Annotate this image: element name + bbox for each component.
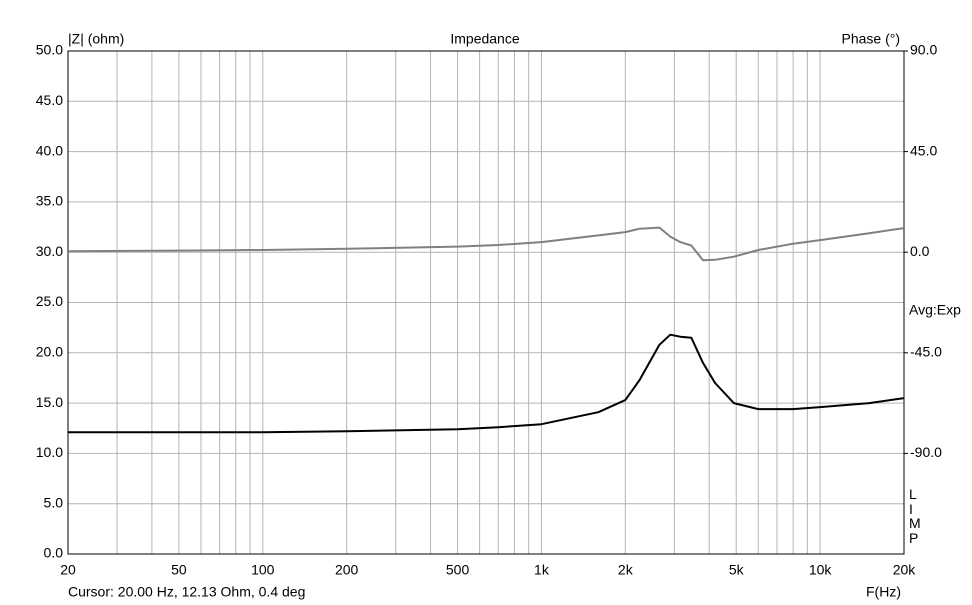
- y2-tick-label: 45.0: [910, 142, 937, 158]
- series-line: [68, 333, 905, 434]
- x-tick-label: 5k: [729, 562, 745, 578]
- y-tick-label: 50.0: [36, 42, 63, 58]
- x-tick-label: 500: [446, 562, 470, 578]
- y-tick-label: 0.0: [44, 545, 64, 561]
- y-tick-label: 20.0: [36, 344, 63, 360]
- y-tick-label: 35.0: [36, 193, 63, 209]
- y-tick-label: 15.0: [36, 394, 63, 410]
- y-tick-label: 5.0: [44, 494, 64, 510]
- x-tick-label: 10k: [809, 562, 833, 578]
- plot-frame: [67, 50, 905, 555]
- y2-tick-label: 90.0: [910, 42, 937, 58]
- x-axis-label: F(Hz): [866, 584, 901, 600]
- x-tick-label: 200: [335, 562, 359, 578]
- y-tick-label: 45.0: [36, 92, 63, 108]
- program-label: LIMP: [909, 486, 921, 546]
- y-tick-label: 30.0: [36, 243, 63, 259]
- x-tick-label: 100: [251, 562, 275, 578]
- x-tick-label: 2k: [618, 562, 634, 578]
- y2-tick-label: -90.0: [910, 444, 942, 460]
- x-tick-label: 1k: [534, 562, 550, 578]
- y-tick-label: 25.0: [36, 293, 63, 309]
- y2-tick-label: 0.0: [910, 243, 930, 259]
- x-tick-label: 50: [171, 562, 187, 578]
- chart-title: Impedance: [450, 31, 519, 47]
- y-axis-label: |Z| (ohm): [68, 31, 124, 47]
- y2-tick-label: -45.0: [910, 344, 942, 360]
- y-tick-label: 10.0: [36, 444, 63, 460]
- y2-axis-label: Phase (°): [841, 31, 900, 47]
- x-tick-label: 20k: [893, 562, 917, 578]
- x-tick-label: 20: [60, 562, 76, 578]
- averaging-label: Avg:Exp: [909, 302, 961, 318]
- cursor-readout: Cursor: 20.00 Hz, 12.13 Ohm, 0.4 deg: [68, 584, 305, 600]
- y-tick-label: 40.0: [36, 142, 63, 158]
- series-line: [67, 226, 905, 262]
